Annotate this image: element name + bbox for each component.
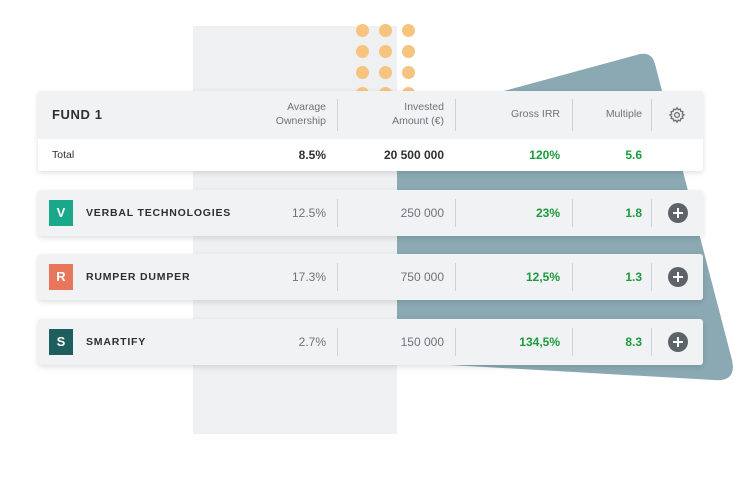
header-separator	[572, 99, 573, 131]
total-ownership: 8.5%	[298, 148, 326, 162]
company-row[interactable]: V VERBAL TECHNOLOGIES 12.5% 250 000 23% …	[38, 190, 703, 236]
company-row[interactable]: S SMARTIFY 2.7% 150 000 134,5% 8.3	[38, 319, 703, 365]
company-initial-badge: R	[49, 264, 73, 290]
row-separator	[455, 199, 456, 227]
company-initial-badge: S	[49, 329, 73, 355]
company-ownership: 2.7%	[298, 335, 326, 349]
row-separator	[455, 263, 456, 291]
row-separator	[337, 263, 338, 291]
header-separator	[651, 99, 652, 131]
row-separator	[572, 199, 573, 227]
row-separator	[572, 328, 573, 356]
total-label: Total	[52, 149, 75, 161]
header-multiple: Multiple	[605, 108, 642, 120]
fund-header: FUND 1 Avarage Ownership Invested Amount…	[38, 91, 703, 139]
header-gross-irr: Gross IRR	[510, 108, 560, 120]
company-multiple: 1.3	[625, 270, 642, 284]
total-invested: 20 500 000	[383, 148, 444, 162]
row-separator	[337, 328, 338, 356]
plus-circle-icon[interactable]	[668, 203, 688, 223]
plus-circle-icon[interactable]	[668, 267, 688, 287]
company-gross-irr: 23%	[535, 206, 560, 220]
gear-icon[interactable]	[668, 106, 686, 124]
row-separator	[572, 263, 573, 291]
header-separator	[455, 99, 456, 131]
row-separator	[651, 199, 652, 227]
company-ownership: 17.3%	[291, 270, 326, 284]
total-multiple: 5.6	[625, 148, 642, 162]
company-initial-badge: V	[49, 200, 73, 226]
fund-total-row: Total 8.5% 20 500 000 120% 5.6	[38, 139, 703, 171]
company-name: RUMPER DUMPER	[86, 271, 191, 283]
row-separator	[337, 199, 338, 227]
company-multiple: 1.8	[625, 206, 642, 220]
row-separator	[455, 328, 456, 356]
company-name: VERBAL TECHNOLOGIES	[86, 207, 232, 219]
company-ownership: 12.5%	[291, 206, 326, 220]
fund-summary-card: FUND 1 Avarage Ownership Invested Amount…	[38, 91, 703, 171]
header-invested: Invested Amount (€)	[392, 101, 444, 127]
company-invested: 150 000	[400, 335, 444, 349]
company-name: SMARTIFY	[86, 336, 147, 348]
header-separator	[337, 99, 338, 131]
company-gross-irr: 134,5%	[519, 335, 560, 349]
row-separator	[651, 328, 652, 356]
header-ownership: Avarage Ownership	[275, 101, 326, 127]
company-invested: 750 000	[400, 270, 444, 284]
fund-title: FUND 1	[52, 107, 103, 122]
row-separator	[651, 263, 652, 291]
plus-circle-icon[interactable]	[668, 332, 688, 352]
company-multiple: 8.3	[625, 335, 642, 349]
company-invested: 250 000	[400, 206, 444, 220]
company-row[interactable]: R RUMPER DUMPER 17.3% 750 000 12,5% 1.3	[38, 254, 703, 300]
company-gross-irr: 12,5%	[525, 270, 560, 284]
total-gross-irr: 120%	[529, 148, 560, 162]
